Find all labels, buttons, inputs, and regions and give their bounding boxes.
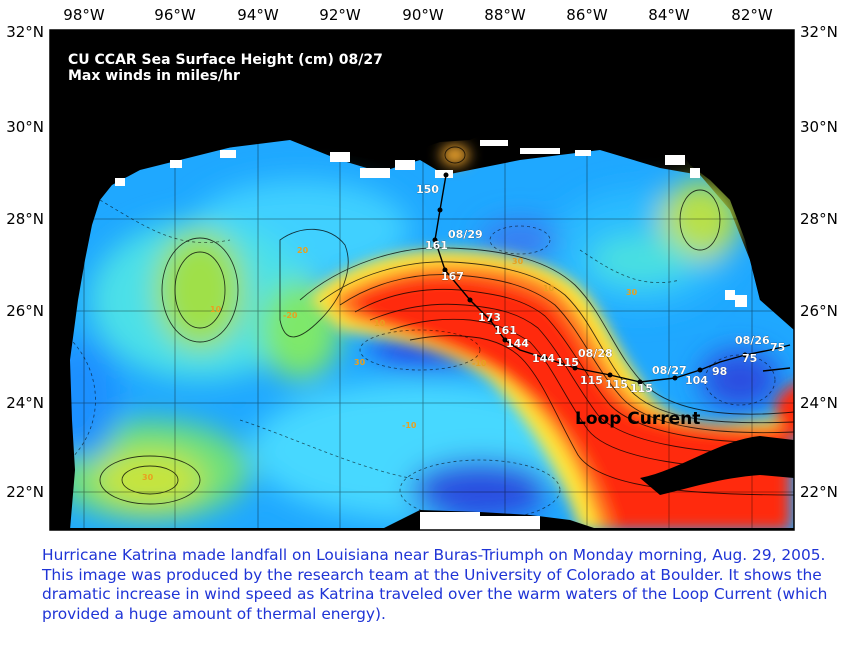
lat-label: 22°N	[800, 483, 838, 501]
lat-label: 22°N	[6, 483, 44, 501]
track-label: 161	[425, 239, 448, 252]
track-label: 08/26	[735, 334, 770, 347]
track-label: 75	[770, 341, 785, 354]
track-label: 104	[685, 374, 708, 387]
lon-label: 98°W	[63, 6, 105, 24]
track-line	[434, 174, 791, 383]
track-label: 115	[630, 382, 653, 395]
longitude-labels: 98°W 96°W 94°W 92°W 90°W 88°W 86°W 84°W …	[63, 6, 773, 24]
coastal-data-gaps	[115, 140, 747, 530]
lon-label: 94°W	[237, 6, 279, 24]
lat-label: 26°N	[800, 302, 838, 320]
lat-label: 24°N	[800, 394, 838, 412]
map-title-line2: Max winds in miles/hr	[68, 68, 240, 84]
track-label: 08/28	[578, 347, 613, 360]
track-label: 161	[494, 324, 517, 337]
contour-label: -10	[402, 421, 417, 430]
lon-label: 88°W	[484, 6, 526, 24]
lat-label: 32°N	[800, 23, 838, 41]
contour-label: -10	[472, 359, 487, 368]
hurricane-track: 150 08/29 161 167 173 161 144 144 115 08…	[416, 172, 791, 395]
lon-label: 96°W	[154, 6, 196, 24]
latitude-labels-left: 32°N 30°N 28°N 26°N 24°N 22°N	[6, 23, 44, 501]
loop-current-label: Loop Current	[575, 409, 700, 429]
contour-value-labels: 20 10 30 30 -20 30 -10 -10 10 30 10	[142, 246, 638, 482]
contour-label: -20	[283, 311, 298, 320]
track-label: 98	[712, 365, 727, 378]
track-label: 115	[605, 378, 628, 391]
track-label: 08/27	[652, 364, 687, 377]
lon-label: 86°W	[566, 6, 608, 24]
contour-lines-dashed	[59, 199, 776, 521]
contour-label: 10	[210, 305, 222, 314]
lat-label: 24°N	[6, 394, 44, 412]
sea-surface-height-map: CU CCAR Sea Surface Height (cm) 08/27 Ma…	[6, 6, 838, 531]
contour-label: 30	[626, 288, 638, 297]
track-label: 115	[556, 356, 579, 369]
map-frame	[49, 29, 795, 531]
lat-label: 26°N	[6, 302, 44, 320]
track-label: 144	[532, 352, 555, 365]
track-label: 75	[742, 352, 757, 365]
latitude-labels-right: 32°N 30°N 28°N 26°N 24°N 22°N	[800, 23, 838, 501]
track-labels: 150 08/29 161 167 173 161 144 144 115 08…	[416, 183, 786, 395]
lat-label: 30°N	[6, 118, 44, 136]
contour-label: 20	[297, 246, 309, 255]
track-label: 150	[416, 183, 439, 196]
track-label: 144	[506, 337, 529, 350]
track-label: 08/29	[448, 228, 483, 241]
lat-label: 28°N	[6, 210, 44, 228]
lon-label: 84°W	[648, 6, 690, 24]
lon-label: 90°W	[402, 6, 444, 24]
lat-label: 28°N	[800, 210, 838, 228]
lat-label: 30°N	[800, 118, 838, 136]
caption: Hurricane Katrina made landfall on Louis…	[42, 546, 828, 623]
lon-label: 92°W	[319, 6, 361, 24]
track-line-tail	[762, 367, 791, 372]
track-label: 115	[580, 374, 603, 387]
track-points	[432, 172, 748, 385]
map-title-line1: CU CCAR Sea Surface Height (cm) 08/27	[68, 52, 383, 68]
sea-surface-height-field	[50, 140, 794, 530]
lon-label: 82°W	[731, 6, 773, 24]
contour-label: 30	[354, 358, 366, 367]
contour-lines	[99, 146, 794, 505]
track-label: 173	[478, 311, 501, 324]
contour-label: 30	[142, 473, 154, 482]
contour-label: 10	[543, 284, 555, 293]
contour-label: 10	[374, 319, 386, 328]
track-label: 167	[441, 270, 464, 283]
contour-label: 30	[512, 257, 524, 266]
lat-label: 32°N	[6, 23, 44, 41]
map-title: CU CCAR Sea Surface Height (cm) 08/27 Ma…	[68, 52, 383, 84]
